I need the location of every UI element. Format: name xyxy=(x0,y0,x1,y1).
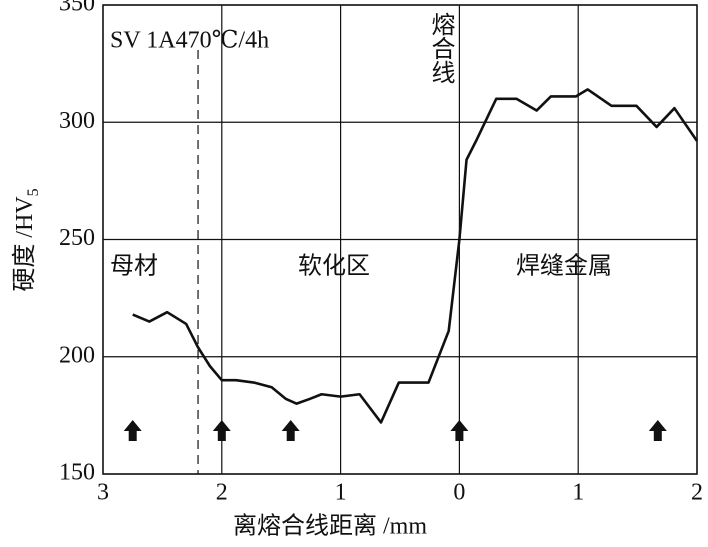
zone-label: 焊缝金属 xyxy=(516,253,612,280)
y-tick-label: 150 xyxy=(59,460,95,486)
y-tick-label: 350 xyxy=(59,0,95,17)
y-tick-label: 200 xyxy=(59,342,95,368)
data-line xyxy=(132,88,699,424)
arrow-marker xyxy=(212,420,231,441)
arrow-marker xyxy=(281,420,300,441)
x-tick-label: 1 xyxy=(572,480,584,506)
x-tick-label: 2 xyxy=(691,480,703,506)
y-tick-label: 250 xyxy=(59,225,95,251)
arrow-marker xyxy=(450,420,469,441)
y-axis-label: 硬度 /HV5 xyxy=(11,188,42,291)
x-tick-label: 1 xyxy=(335,480,347,506)
y-axis-label-subscript: 5 xyxy=(25,188,42,196)
y-tick-label: 300 xyxy=(59,108,95,134)
x-tick-label: 3 xyxy=(97,480,109,506)
zone-label: 母材 xyxy=(110,253,158,280)
condition-label: SV 1A470℃/4h xyxy=(110,28,269,54)
x-tick-label: 2 xyxy=(216,480,228,506)
arrow-marker xyxy=(648,420,667,441)
zone-label: 软化区 xyxy=(298,253,370,280)
y-axis-label-text: 硬度 /HV xyxy=(11,196,38,292)
x-tick-label: 0 xyxy=(453,480,465,506)
fusion-line-label: 熔合线 xyxy=(427,12,455,84)
arrow-marker xyxy=(123,420,142,441)
x-axis-label: 离熔合线距离 /mm xyxy=(233,513,427,540)
